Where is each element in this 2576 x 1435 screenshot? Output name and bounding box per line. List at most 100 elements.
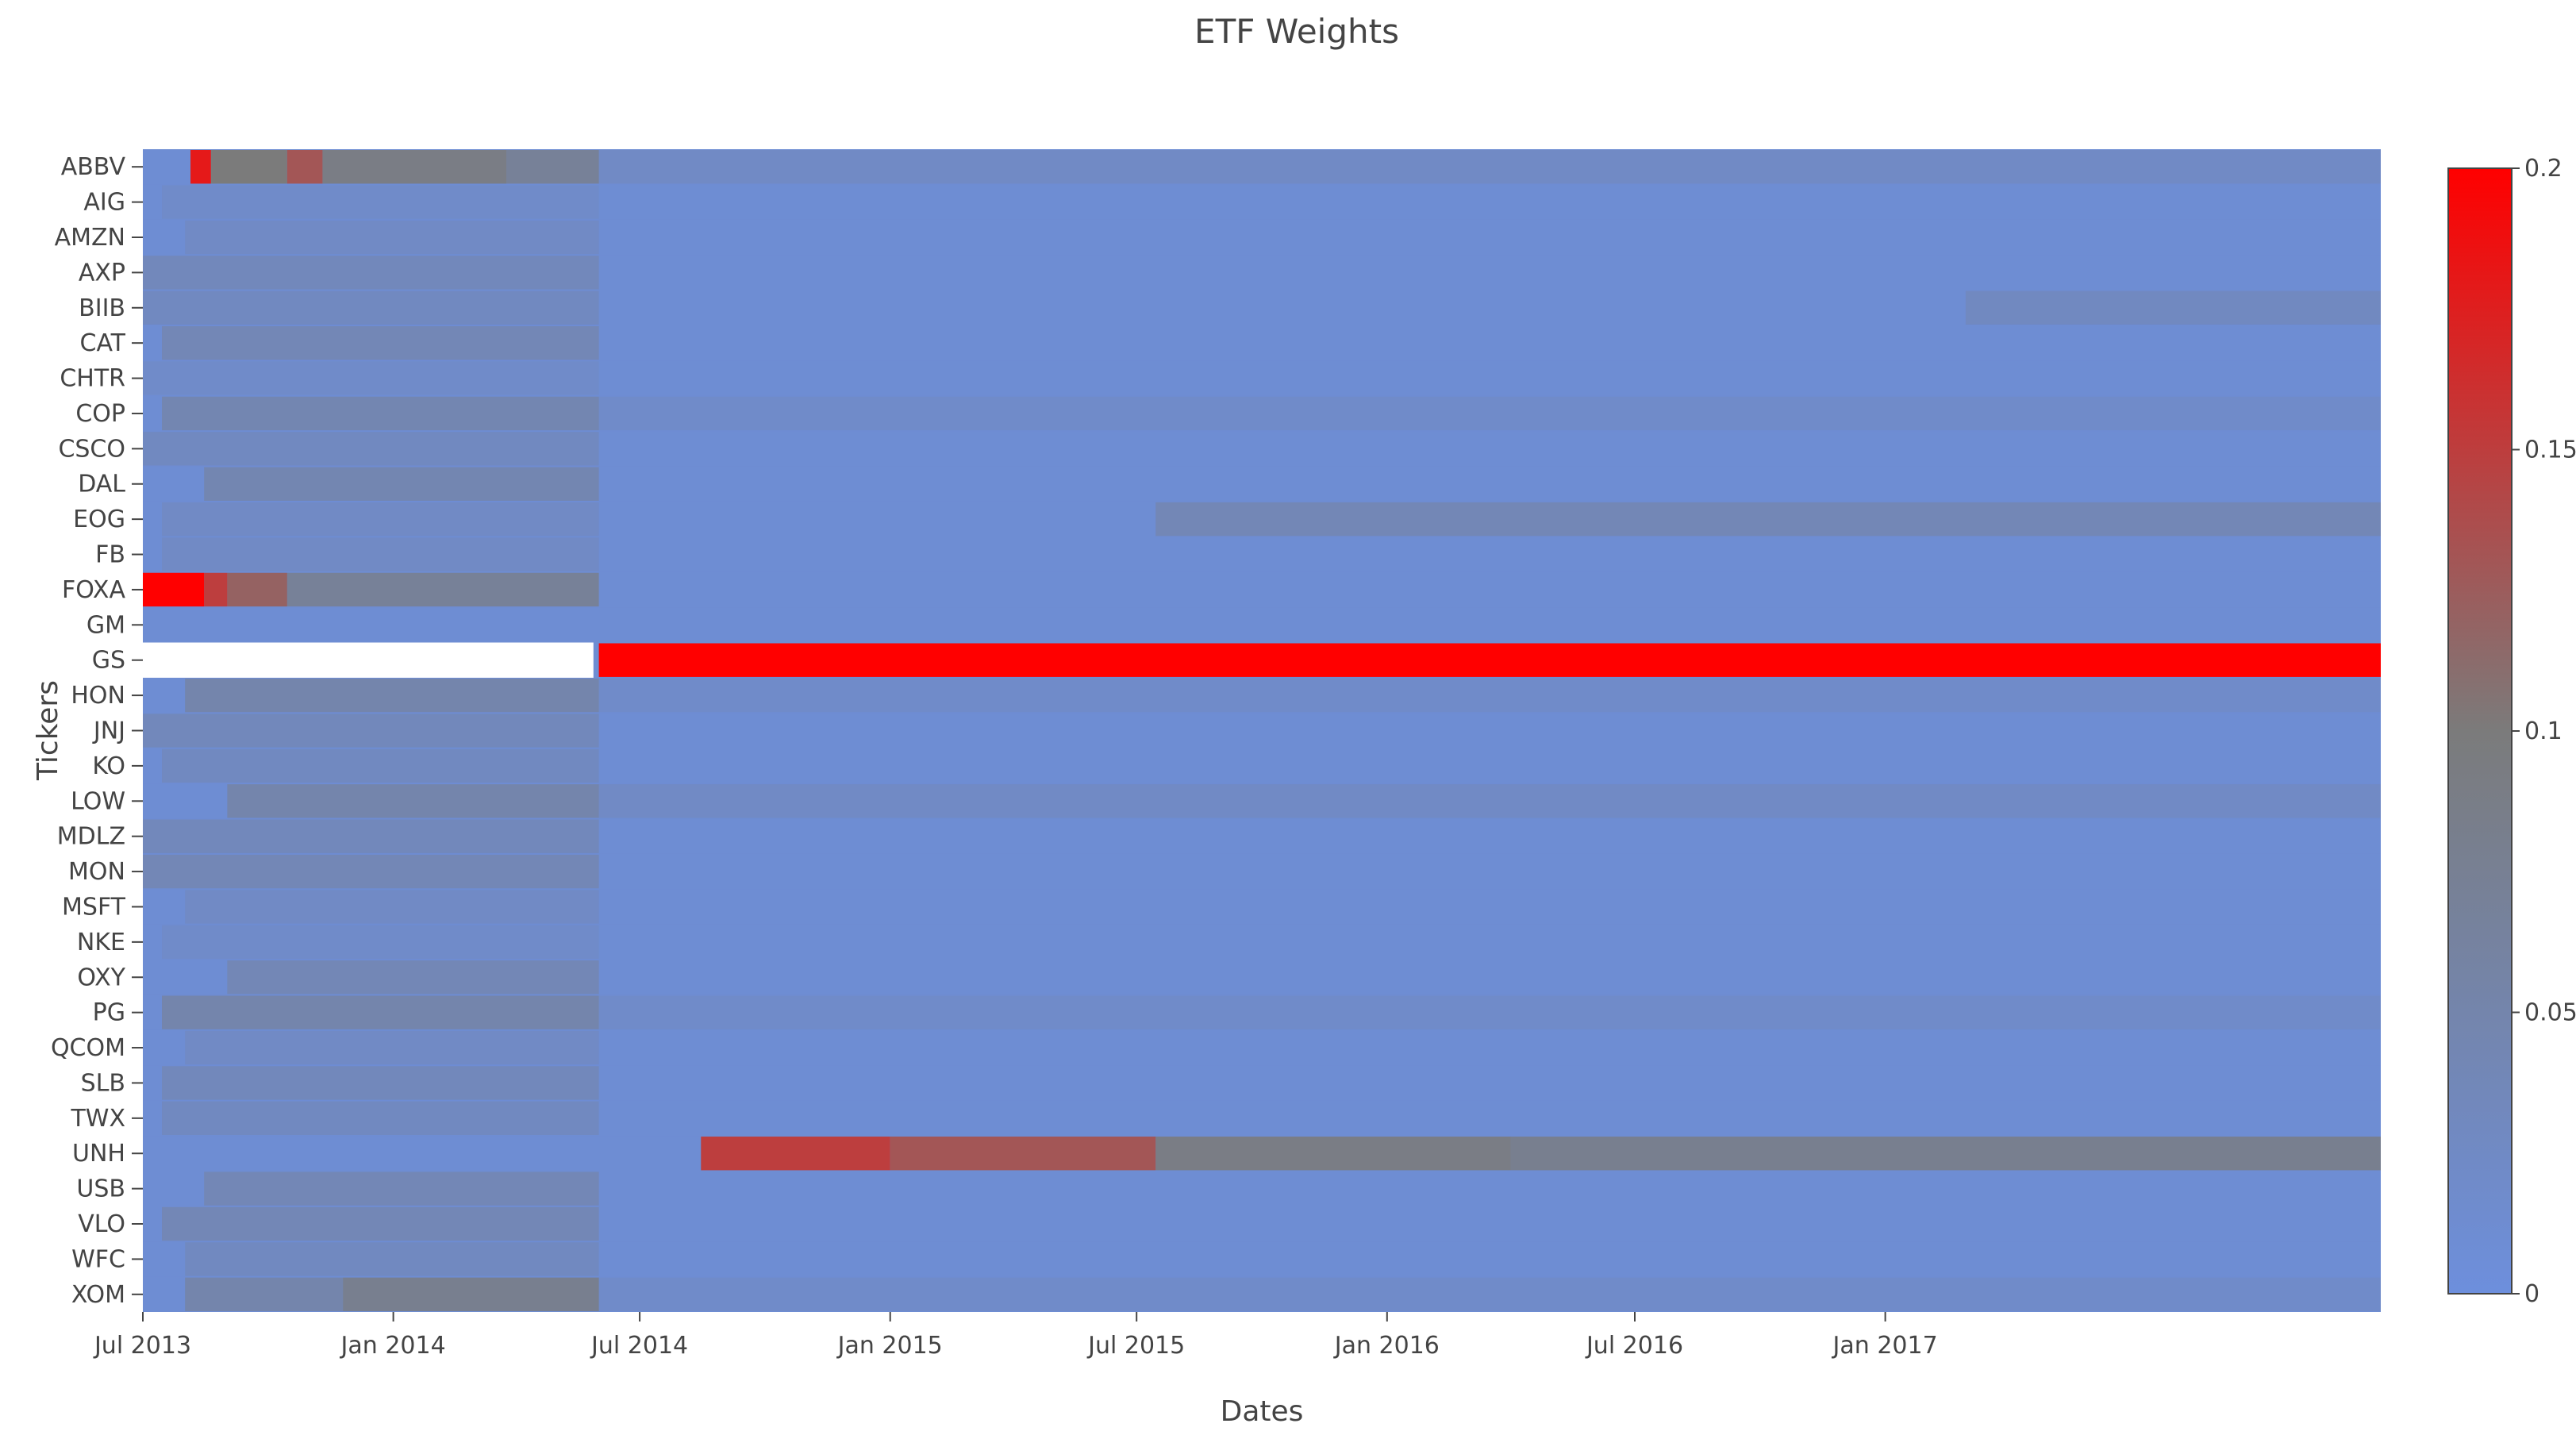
- heatmap-cell: [286, 572, 599, 607]
- y-tick-label: HON: [71, 682, 125, 710]
- y-tick-label: FB: [95, 541, 125, 569]
- heatmap-missing-cell: [143, 642, 594, 678]
- y-tick-label: FOXA: [62, 576, 126, 604]
- heatmap-cell: [185, 1277, 344, 1311]
- y-tick-label: PG: [93, 999, 125, 1027]
- heatmap-cell: [162, 502, 599, 537]
- heatmap-cell: [598, 396, 2381, 431]
- heatmap-cell: [322, 150, 506, 184]
- heatmap-cell: [1510, 1137, 2381, 1171]
- heatmap-cell: [162, 748, 599, 783]
- heatmap-cell: [143, 361, 599, 395]
- y-tick-label: CHTR: [60, 365, 125, 393]
- y-tick-label: GM: [87, 611, 125, 639]
- heatmap-cell: [598, 995, 2381, 1029]
- heatmap-cell: [162, 325, 599, 360]
- heatmap-cell: [506, 150, 599, 184]
- heatmap-cell: [185, 220, 599, 255]
- heatmap-cell: [227, 960, 599, 994]
- chart-title: ETF Weights: [1194, 12, 1399, 51]
- heatmap-cell: [204, 572, 228, 607]
- heatmap-cell: [162, 185, 599, 219]
- y-tick-label: JNJ: [92, 718, 125, 745]
- x-axis-label: Dates: [1221, 1395, 1304, 1428]
- x-tick-label: Jul 2015: [1086, 1332, 1185, 1360]
- y-tick-label: EOG: [73, 506, 125, 533]
- heatmap-cell: [890, 1137, 1156, 1171]
- x-tick-label: Jan 2014: [340, 1332, 446, 1360]
- y-tick-label: LOW: [71, 787, 125, 815]
- heatmap-cell: [143, 819, 599, 853]
- y-tick-label: BIIB: [79, 294, 125, 322]
- heatmap-cell: [1155, 502, 2381, 537]
- heatmap-cell: [143, 256, 599, 290]
- y-tick-label: GS: [92, 647, 125, 675]
- y-tick-label: CSCO: [58, 435, 125, 463]
- heatmap-cell: [598, 1277, 2381, 1311]
- heatmap-cell: [210, 150, 287, 184]
- heatmap-cell: [185, 890, 599, 924]
- y-tick-label: QCOM: [51, 1034, 125, 1062]
- heatmap-cell: [598, 643, 2381, 677]
- x-tick-label: Jan 2016: [1333, 1332, 1440, 1360]
- colorbar-tick-label: 0.15: [2524, 437, 2576, 464]
- heatmap-cell: [162, 995, 599, 1029]
- heatmap-cell: [227, 784, 599, 818]
- heatmap-cell: [162, 1101, 599, 1136]
- heatmap-cell: [204, 467, 599, 501]
- y-tick-label: KO: [92, 752, 125, 780]
- y-tick-label: WFC: [71, 1245, 125, 1273]
- heatmap-cell: [1155, 1137, 1511, 1171]
- y-tick-label: XOM: [71, 1281, 125, 1309]
- y-tick-label: AMZN: [55, 224, 125, 252]
- heatmap-cell: [143, 572, 205, 607]
- y-tick-label: USB: [76, 1175, 125, 1203]
- y-axis-label: Tickers: [32, 680, 64, 781]
- colorbar-tick-label: 0: [2524, 1280, 2539, 1308]
- colorbar: [2447, 167, 2513, 1295]
- y-tick-label: OXY: [77, 964, 125, 991]
- colorbar-tick-label: 0.05: [2524, 999, 2576, 1027]
- x-tick-label: Jan 2017: [1832, 1332, 1938, 1360]
- y-tick-label: AXP: [79, 259, 125, 287]
- y-tick-label: MSFT: [62, 893, 126, 921]
- heatmap-cell: [190, 150, 211, 184]
- heatmap-cell: [1965, 290, 2381, 325]
- heatmap-cell: [162, 537, 599, 571]
- heatmap-cell: [185, 1242, 599, 1276]
- heatmap-cell: [343, 1277, 599, 1311]
- heatmap-cells: [143, 150, 2381, 1311]
- y-tick-label: UNH: [72, 1140, 125, 1168]
- x-axis: Jul 2013 Jan 2014 Jul 2014 Jan 2015 Jul 2015…: [93, 1312, 1938, 1360]
- heatmap-cell: [204, 1171, 599, 1206]
- x-tick-label: Jul 2016: [1585, 1332, 1683, 1360]
- heatmap-cell: [185, 678, 599, 713]
- colorbar-tick-label: 0.1: [2524, 718, 2563, 745]
- y-tick-label: VLO: [78, 1210, 125, 1238]
- heatmap-cell: [162, 925, 599, 960]
- y-tick-label: MDLZ: [57, 823, 125, 851]
- heatmap-cell: [143, 290, 599, 325]
- y-tick-label: NKE: [77, 929, 125, 956]
- heatmap-cell: [162, 1066, 599, 1100]
- heatmap-cell: [162, 1206, 599, 1241]
- colorbar-ticks: 0 0.05 0.1 0.15 0.2: [2512, 155, 2576, 1308]
- y-tick-label: TWX: [70, 1105, 125, 1133]
- y-tick-label: CAT: [80, 329, 126, 357]
- heatmap-cell: [598, 784, 2381, 818]
- x-tick-label: Jul 2013: [93, 1332, 191, 1360]
- heatmap-cell: [143, 714, 599, 748]
- x-tick-label: Jan 2015: [836, 1332, 943, 1360]
- heatmap-cell: [701, 1137, 890, 1171]
- heatmap-cell: [185, 1030, 599, 1065]
- y-tick-label: AIG: [83, 189, 125, 217]
- heatmap-cell: [598, 150, 2381, 184]
- heatmap-cell: [143, 854, 599, 889]
- heatmap-cell: [286, 150, 323, 184]
- x-tick-label: Jul 2014: [590, 1332, 688, 1360]
- y-tick-label: COP: [75, 400, 125, 428]
- y-axis: ABBV AIG AMZN AXP BIIB CAT CHTR COP CSCO DAL EOG FB…: [51, 153, 143, 1309]
- heatmap-cell: [227, 572, 287, 607]
